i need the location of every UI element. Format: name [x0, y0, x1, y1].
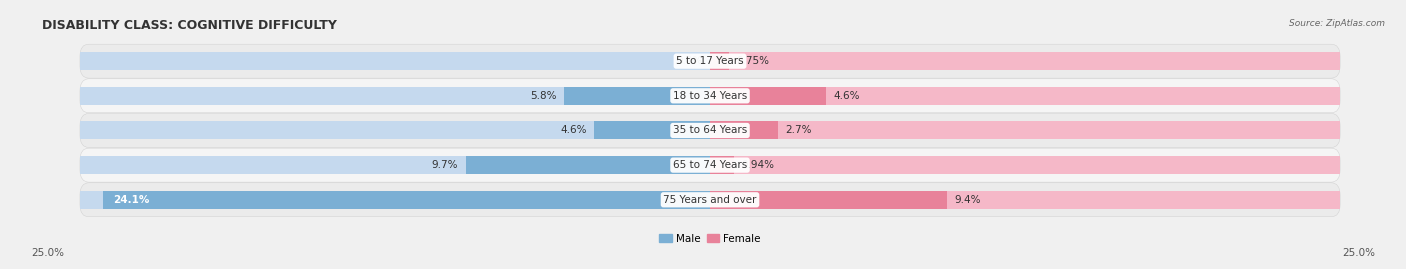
Bar	[710, 122, 778, 139]
Text: 18 to 34 Years: 18 to 34 Years	[673, 91, 747, 101]
Bar	[80, 122, 710, 139]
Bar	[710, 87, 825, 105]
Text: 5 to 17 Years: 5 to 17 Years	[676, 56, 744, 66]
FancyBboxPatch shape	[80, 183, 1340, 217]
Bar	[80, 191, 710, 209]
Text: 25.0%: 25.0%	[31, 248, 63, 258]
Text: 4.6%: 4.6%	[834, 91, 860, 101]
Text: 24.1%: 24.1%	[112, 195, 149, 205]
Text: Source: ZipAtlas.com: Source: ZipAtlas.com	[1289, 19, 1385, 28]
Bar	[710, 156, 1340, 174]
Text: 5.8%: 5.8%	[530, 91, 557, 101]
Bar	[710, 87, 1340, 105]
Bar	[564, 87, 710, 105]
Bar	[710, 52, 728, 70]
Text: 0.94%: 0.94%	[741, 160, 775, 170]
FancyBboxPatch shape	[80, 79, 1340, 113]
Text: 65 to 74 Years: 65 to 74 Years	[673, 160, 747, 170]
Bar	[710, 191, 946, 209]
Text: 0.0%: 0.0%	[676, 56, 703, 66]
Text: 9.7%: 9.7%	[432, 160, 458, 170]
FancyBboxPatch shape	[80, 148, 1340, 182]
Text: 2.7%: 2.7%	[786, 125, 813, 136]
Text: 9.4%: 9.4%	[955, 195, 981, 205]
Bar	[710, 52, 1340, 70]
Text: 0.75%: 0.75%	[737, 56, 769, 66]
Bar	[465, 156, 710, 174]
Text: 25.0%: 25.0%	[1343, 248, 1375, 258]
Text: 75 Years and over: 75 Years and over	[664, 195, 756, 205]
Text: 35 to 64 Years: 35 to 64 Years	[673, 125, 747, 136]
Bar	[80, 156, 710, 174]
FancyBboxPatch shape	[80, 114, 1340, 147]
Bar	[710, 191, 1340, 209]
Bar	[710, 156, 734, 174]
Bar	[80, 52, 710, 70]
Legend: Male, Female: Male, Female	[655, 229, 765, 248]
Bar	[710, 122, 1340, 139]
Bar	[103, 191, 710, 209]
Text: DISABILITY CLASS: COGNITIVE DIFFICULTY: DISABILITY CLASS: COGNITIVE DIFFICULTY	[42, 19, 337, 32]
FancyBboxPatch shape	[80, 44, 1340, 78]
Text: 4.6%: 4.6%	[560, 125, 586, 136]
Bar	[595, 122, 710, 139]
Bar	[80, 87, 710, 105]
